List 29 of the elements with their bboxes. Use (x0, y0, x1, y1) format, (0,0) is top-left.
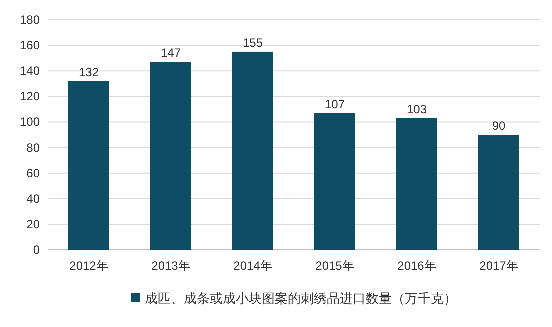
data-label: 155 (242, 36, 264, 50)
x-tick-label: 2012年 (70, 259, 108, 273)
y-tick-label: 40 (26, 192, 40, 206)
bar (478, 135, 520, 250)
legend-label: 成匹、成条或成小块图案的刺绣品进口数量（万千克） (145, 291, 457, 306)
bar (396, 118, 438, 250)
bar (150, 62, 192, 250)
y-tick-label: 80 (26, 140, 40, 155)
x-tick-label: 2013年 (152, 259, 190, 273)
x-tick-label: 2015年 (316, 259, 354, 273)
bar (314, 113, 356, 250)
y-tick-label: 140 (20, 64, 40, 78)
y-tick-label: 100 (20, 115, 40, 130)
y-tick-label: 20 (26, 217, 40, 232)
y-tick-label: 60 (26, 166, 40, 180)
y-tick-label: 120 (20, 90, 40, 104)
y-tick-label: 0 (33, 243, 40, 257)
data-label: 90 (492, 119, 506, 133)
data-label: 147 (160, 46, 182, 60)
data-label: 107 (324, 97, 346, 112)
bar (232, 52, 274, 250)
data-label: 132 (78, 65, 100, 80)
x-tick-label: 2014年 (234, 259, 272, 273)
y-tick-label: 180 (20, 13, 40, 27)
x-tick-label: 2016年 (398, 259, 436, 273)
x-tick-label: 2017年 (480, 259, 518, 273)
bar (68, 81, 110, 250)
data-label: 103 (406, 102, 428, 116)
y-tick-label: 160 (20, 38, 40, 53)
